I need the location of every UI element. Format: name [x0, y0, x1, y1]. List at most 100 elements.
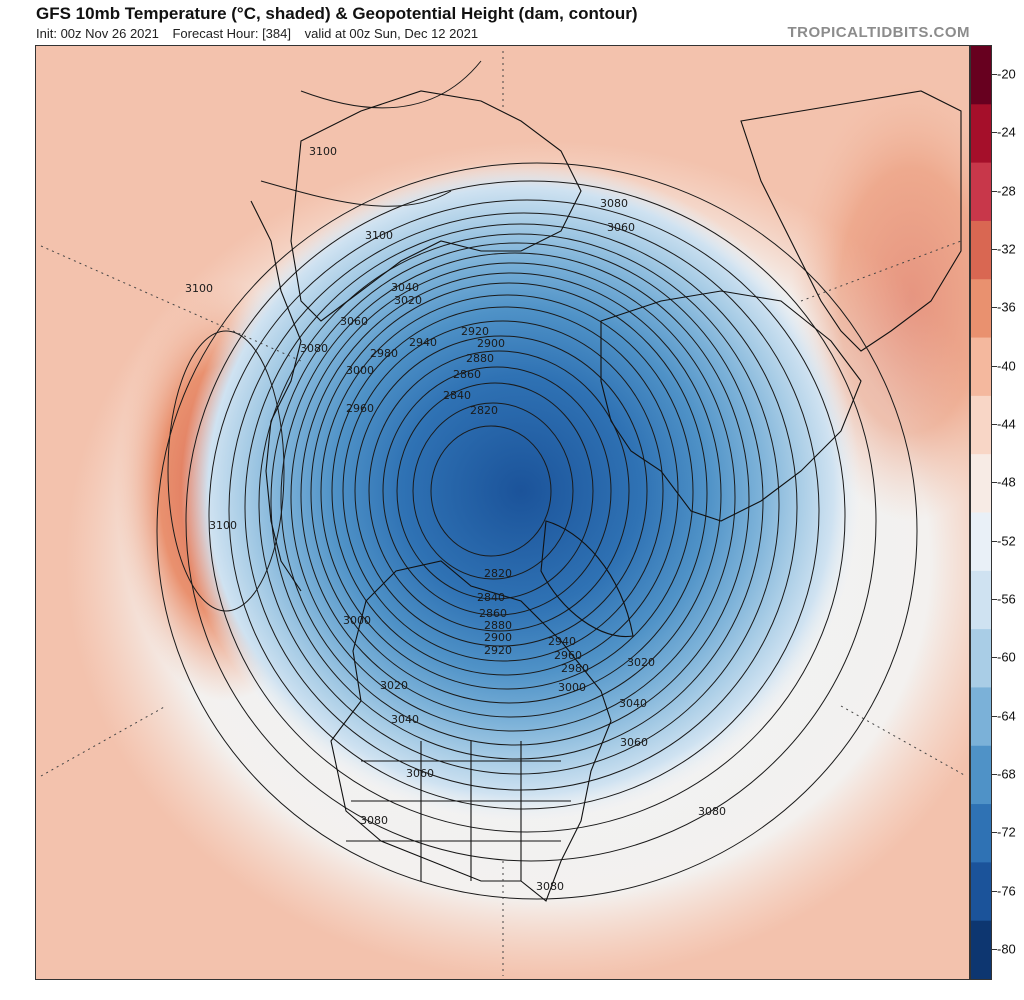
colorbar-swatch [971, 920, 991, 979]
colorbar-swatch [971, 220, 991, 280]
contour-ring [300, 272, 722, 718]
colorbar-swatch [971, 745, 991, 805]
contour-label: 3020 [627, 656, 655, 669]
polar-vortex-cold-core [181, 161, 861, 821]
contour-label: 2880 [466, 352, 494, 365]
contour-label: 2840 [477, 591, 505, 604]
colorbar-label: -80 [997, 941, 1016, 957]
coastlines [250, 90, 962, 902]
coastline-europe [740, 90, 962, 352]
contour-label: 2860 [453, 368, 481, 381]
colorbar-swatch [971, 279, 991, 339]
contour-label: 3020 [394, 294, 422, 307]
colorbar-tick [992, 890, 997, 892]
contour-label: 2920 [484, 644, 512, 657]
contour-ring [342, 320, 664, 662]
valid-time: valid at 00z Sun, Dec 12 2021 [304, 26, 479, 41]
colorbar-tick [992, 190, 997, 192]
contour-label: 2820 [470, 404, 498, 417]
contour-ring [228, 212, 820, 810]
contour-ring [258, 233, 780, 775]
contour-label: 3080 [600, 197, 628, 210]
graticule-line [800, 240, 962, 302]
contour-line [260, 180, 452, 207]
graticule-dotted-lines [40, 51, 967, 976]
contour-ring [156, 162, 918, 900]
chart-subtitle: Init: 00z Nov 26 2021 Forecast Hour: [38… [36, 26, 488, 41]
contour-label: 3040 [391, 713, 419, 726]
contour-label: 3000 [343, 614, 371, 627]
coastline-north-america [330, 560, 612, 902]
geopotential-height-contours [156, 60, 918, 900]
colorbar-label: -36 [997, 299, 1016, 315]
contour-label: 2960 [346, 402, 374, 415]
contour-ring [208, 199, 846, 833]
contour-label: 3000 [558, 681, 586, 694]
colorbar-tick [992, 132, 997, 134]
contour-label: 2940 [409, 336, 437, 349]
colorbar-swatch [971, 162, 991, 222]
colorbar-tick [992, 715, 997, 717]
contour-label: 3000 [346, 364, 374, 377]
contour-label: 3060 [620, 736, 648, 749]
contour-label: 3080 [698, 805, 726, 818]
colorbar-tick [992, 948, 997, 950]
brand-watermark: TROPICALTIDBITS.COM [787, 24, 970, 41]
colorbar-swatch [971, 862, 991, 922]
colorbar-tick [992, 598, 997, 600]
contour-label: 3060 [340, 315, 368, 328]
colorbar-tick [992, 307, 997, 309]
coastline-east-asia [250, 200, 302, 592]
colorbar-swatch [971, 687, 991, 747]
coastline-siberia [290, 90, 582, 322]
contour-ring [368, 350, 630, 632]
contour-ring [320, 294, 694, 690]
contour-label: 2900 [484, 631, 512, 644]
chart-title: GFS 10mb Temperature (°C, shaded) & Geop… [36, 4, 638, 23]
contour-labels: 3100310031003100308030603040302030603080… [185, 145, 726, 893]
colorbar-tick [992, 74, 997, 76]
colorbar-swatch [971, 629, 991, 688]
contour-label: 2980 [561, 662, 589, 675]
contour-ring [270, 242, 764, 760]
colorbar-label: -20 [997, 66, 1016, 82]
contour-label: 3100 [185, 282, 213, 295]
colorbar-label: -56 [997, 591, 1016, 607]
colorbar-labels: -20 -24 -28 -32 -36 -40 -44 -48 -52 -56 -60 -64 -68 -… [992, 45, 1024, 980]
contour-ring [396, 382, 594, 600]
coastline-us-states [346, 741, 571, 881]
contour-label: 3100 [365, 229, 393, 242]
contour-label: 2880 [484, 619, 512, 632]
contour-ring [310, 282, 708, 704]
contour-label: 3080 [360, 814, 388, 827]
colorbar-swatch [971, 104, 991, 164]
colorbar-swatch [971, 512, 991, 572]
colorbar-label: -44 [997, 416, 1016, 432]
contour-ring [167, 330, 285, 612]
colorbar-tick [992, 657, 997, 659]
coastline-greenland [540, 520, 634, 638]
colorbar-label: -68 [997, 766, 1016, 782]
contour-label: 2980 [370, 347, 398, 360]
contour-label: 3080 [536, 880, 564, 893]
colorbar-label: -48 [997, 474, 1016, 490]
contour-label: 2840 [443, 389, 471, 402]
contour-label: 2920 [461, 325, 489, 338]
colorbar-tick [992, 424, 997, 426]
colorbar-swatch [971, 337, 991, 397]
map-panel: 3100 3100 3100 3100 3080 3060 3040 3020 3060 3080… [35, 45, 970, 980]
colorbar [970, 45, 992, 980]
colorbar-swatch [971, 454, 991, 513]
contour-line [300, 60, 482, 109]
contour-label: 2940 [548, 635, 576, 648]
contour-ring [430, 425, 552, 557]
colorbar-label: -72 [997, 824, 1016, 840]
colorbar-swatches [971, 46, 991, 979]
colorbar-label: -40 [997, 358, 1016, 374]
colorbar-label: -52 [997, 533, 1016, 549]
contour-label: 3040 [391, 281, 419, 294]
contour-ring [185, 180, 877, 862]
colorbar-label: -28 [997, 183, 1016, 199]
colorbar-swatch [971, 46, 991, 105]
map-canvas: 3100310031003100308030603040302030603080… [36, 46, 969, 979]
